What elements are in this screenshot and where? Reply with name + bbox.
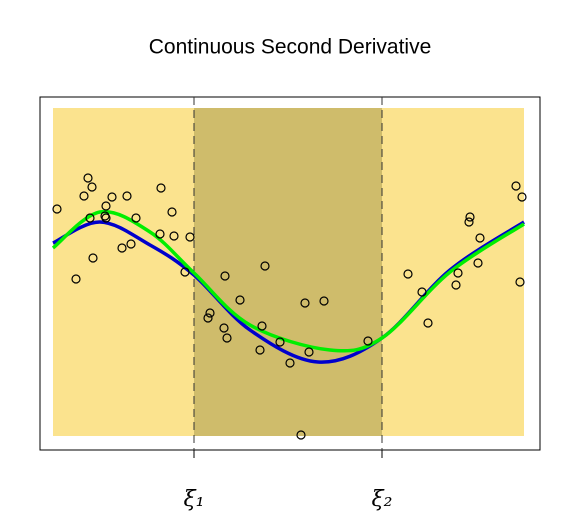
data-point <box>79 191 89 201</box>
data-point <box>131 213 141 223</box>
data-point <box>285 358 295 368</box>
data-point <box>417 287 427 297</box>
data-point <box>515 277 525 287</box>
data-point <box>101 201 111 211</box>
data-point <box>52 204 62 214</box>
data-point <box>167 207 177 217</box>
data-point <box>319 296 329 306</box>
data-point <box>85 213 95 223</box>
data-point <box>296 430 306 440</box>
data-point <box>169 231 179 241</box>
data-point <box>87 182 97 192</box>
data-point <box>122 191 132 201</box>
data-point <box>83 173 93 183</box>
data-point <box>71 274 81 284</box>
data-point <box>304 347 314 357</box>
data-point <box>423 318 433 328</box>
data-point <box>257 321 267 331</box>
data-point <box>403 269 413 279</box>
data-point <box>205 308 215 318</box>
data-point <box>300 298 310 308</box>
data-point <box>101 213 111 223</box>
x-tick-label: ξ₁ <box>184 487 205 512</box>
plot-frame <box>39 96 541 451</box>
data-point <box>180 267 190 277</box>
data-point <box>517 192 527 202</box>
data-point <box>155 229 165 239</box>
x-tick-label: ξ₂ <box>372 487 393 512</box>
data-point <box>220 271 230 281</box>
fit-line <box>51 209 525 353</box>
data-point <box>275 337 285 347</box>
data-point <box>260 261 270 271</box>
data-point <box>473 258 483 268</box>
data-point <box>475 233 485 243</box>
data-point <box>156 183 166 193</box>
data-point <box>185 232 195 242</box>
data-point <box>363 336 373 346</box>
data-point <box>255 345 265 355</box>
data-point <box>465 212 475 222</box>
data-point <box>107 192 117 202</box>
data-point <box>451 280 461 290</box>
data-point <box>117 243 127 253</box>
data-point <box>126 239 136 249</box>
data-point <box>511 181 521 191</box>
data-point <box>219 323 229 333</box>
data-point <box>235 295 245 305</box>
chart-title: Continuous Second Derivative <box>149 36 432 59</box>
data-point <box>203 313 213 323</box>
data-point <box>222 333 232 343</box>
data-point <box>88 253 98 263</box>
data-point <box>464 217 474 227</box>
data-point <box>453 268 463 278</box>
region <box>194 108 382 436</box>
